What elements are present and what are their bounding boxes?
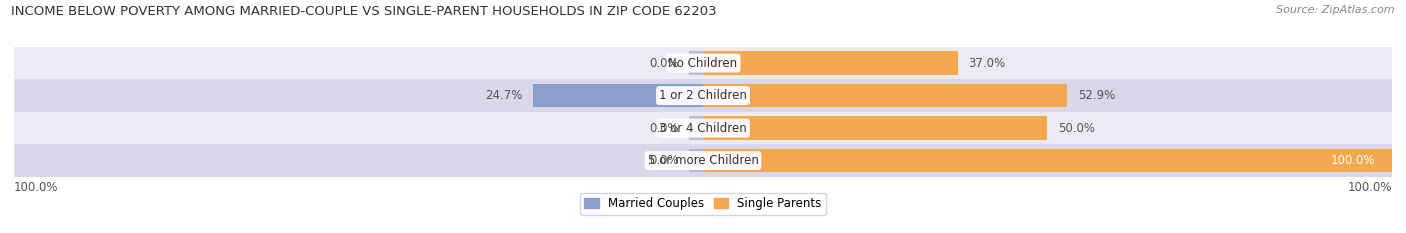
Text: 100.0%: 100.0% [1347,181,1392,194]
Text: 50.0%: 50.0% [1057,122,1095,135]
Text: 5 or more Children: 5 or more Children [648,154,758,167]
Text: Source: ZipAtlas.com: Source: ZipAtlas.com [1277,5,1395,15]
Bar [703,116,1047,140]
Bar [689,149,703,172]
Text: 0.0%: 0.0% [650,57,679,70]
Legend: Married Couples, Single Parents: Married Couples, Single Parents [579,192,827,215]
Text: 24.7%: 24.7% [485,89,523,102]
Text: 0.0%: 0.0% [650,122,679,135]
Text: 3 or 4 Children: 3 or 4 Children [659,122,747,135]
Text: 100.0%: 100.0% [1330,154,1375,167]
Text: INCOME BELOW POVERTY AMONG MARRIED-COUPLE VS SINGLE-PARENT HOUSEHOLDS IN ZIP COD: INCOME BELOW POVERTY AMONG MARRIED-COUPL… [11,5,717,18]
Bar [689,116,703,140]
Bar [689,51,703,75]
Bar [533,84,703,107]
Bar [14,79,1392,112]
Text: No Children: No Children [668,57,738,70]
Text: 100.0%: 100.0% [14,181,59,194]
Bar [703,51,957,75]
Text: 37.0%: 37.0% [969,57,1005,70]
Bar [14,47,1392,79]
Bar [14,112,1392,144]
Text: 0.0%: 0.0% [650,154,679,167]
Text: 1 or 2 Children: 1 or 2 Children [659,89,747,102]
Bar [703,84,1067,107]
Bar [703,149,1392,172]
Bar [14,144,1392,177]
Text: 52.9%: 52.9% [1078,89,1115,102]
